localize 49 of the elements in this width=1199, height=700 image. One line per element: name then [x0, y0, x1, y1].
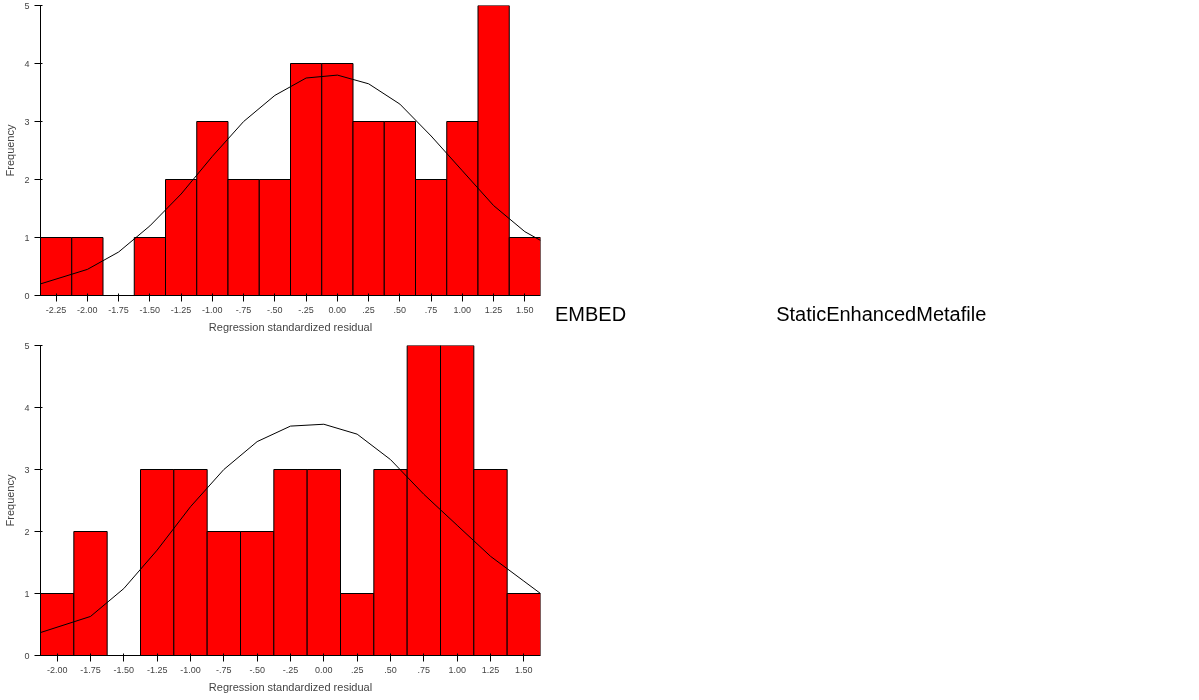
x-axis-title: Regression standardized residual: [208, 680, 373, 693]
x-tick-label: .50: [384, 664, 397, 675]
x-tick-label: -1.50: [113, 664, 135, 675]
y-tick-label: 2: [24, 526, 30, 537]
y-tick-label: 4: [24, 402, 30, 413]
x-tick-label: -1.25: [170, 304, 192, 315]
x-tick-label: 1.00: [448, 664, 466, 675]
x-tick-label: .75: [417, 664, 431, 675]
x-tick-label: -1.50: [139, 304, 161, 315]
y-tick-label: 1: [24, 588, 30, 599]
y-tick-label: 5: [24, 0, 30, 11]
x-tick-label: -2.00: [77, 304, 98, 315]
text: EMBED: [555, 302, 627, 327]
y-tick-label: 1: [24, 232, 30, 243]
x-tick-label: -.25: [282, 664, 299, 675]
x-tick-label: 0.00: [315, 664, 333, 675]
x-tick-label: 0.00: [328, 304, 347, 315]
x-tick-label: 1.50: [515, 664, 533, 675]
x-tick-label: -.25: [298, 304, 314, 315]
y-tick-label: 0: [24, 650, 30, 661]
x-tick-label: -.75: [235, 304, 252, 315]
y-tick-label: 0: [24, 290, 30, 301]
text: StaticEnhancedMetafile: [776, 302, 987, 327]
x-tick-label: .75: [424, 304, 438, 315]
y-tick-label: 3: [24, 464, 30, 475]
x-tick-label: -1.00: [202, 304, 223, 315]
y-tick-label: 4: [24, 58, 30, 69]
x-tick-label: -1.00: [180, 664, 201, 675]
x-tick-label: -1.25: [146, 664, 168, 675]
y-tick-label: 2: [24, 174, 30, 185]
x-tick-label: -1.75: [108, 304, 129, 315]
x-tick-label: 1.50: [516, 304, 534, 315]
x-tick-label: -.50: [249, 664, 265, 675]
x-tick-label: -.75: [216, 664, 232, 675]
x-tick-label: -2.00: [46, 664, 68, 675]
x-tick-label: -.50: [267, 304, 283, 315]
x-tick-label: -2.25: [45, 304, 67, 315]
x-tick-label: .50: [393, 304, 407, 315]
x-tick-label: .25: [350, 664, 364, 675]
x-tick-label: 1.25: [484, 304, 503, 315]
x-tick-label: 1.00: [453, 304, 472, 315]
y-tick-label: 3: [24, 116, 30, 127]
x-axis-title: Regression standardized residual: [208, 320, 373, 333]
y-axis-title: Frequency: [4, 474, 17, 527]
x-tick-label: 1.25: [481, 664, 500, 675]
x-tick-label: -1.75: [80, 664, 101, 675]
y-axis-title: Frequency: [4, 124, 17, 177]
x-tick-label: .25: [362, 304, 375, 315]
y-tick-label: 5: [24, 340, 30, 351]
